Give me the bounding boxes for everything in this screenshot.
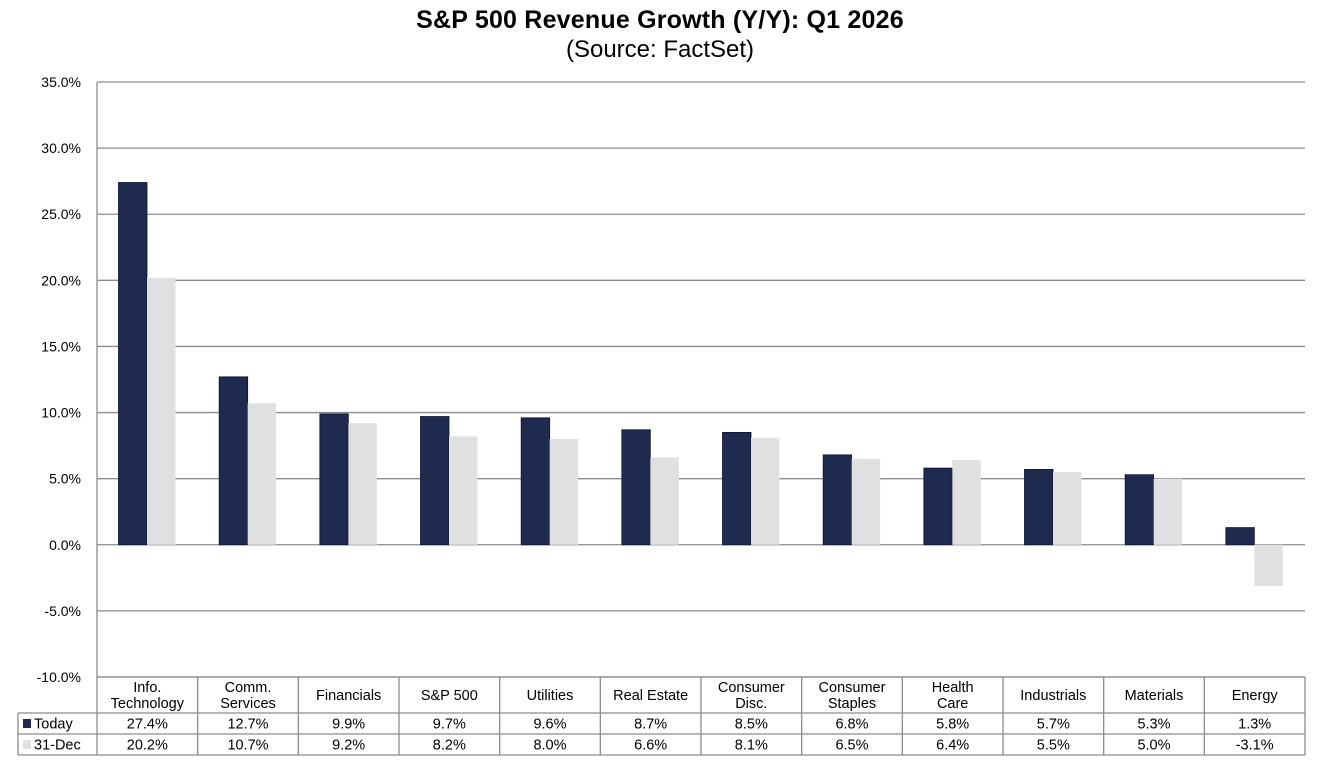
x-category-label: Utilities xyxy=(527,688,574,704)
data-label: 10.7% xyxy=(227,738,268,754)
data-label: 12.7% xyxy=(227,717,268,733)
data-label: 8.5% xyxy=(735,717,768,733)
data-label: 9.2% xyxy=(332,738,365,754)
data-label: 20.2% xyxy=(127,738,168,754)
bar-31-dec xyxy=(751,437,780,545)
x-category-label: Info. xyxy=(133,680,161,696)
data-label: 5.5% xyxy=(1037,738,1070,754)
y-tick-label: 0.0% xyxy=(49,537,81,553)
data-label: 6.8% xyxy=(835,717,868,733)
data-label: -3.1% xyxy=(1236,738,1274,754)
bar-today xyxy=(118,182,148,546)
x-category-label: Financials xyxy=(316,688,381,704)
y-tick-label: 10.0% xyxy=(41,405,81,421)
bar-today xyxy=(722,431,752,546)
bar-31-dec xyxy=(952,460,981,545)
x-category-label: Industrials xyxy=(1020,688,1086,704)
legend-label: Today xyxy=(34,717,73,733)
data-table: Info.Technology Comm.Services Financials S&… xyxy=(17,676,1306,756)
x-category-label: Staples xyxy=(828,696,876,712)
bar-31-dec xyxy=(1053,472,1082,545)
bar-31-dec xyxy=(650,457,679,545)
x-category-label: Health xyxy=(932,680,974,696)
bar-today xyxy=(420,416,450,546)
data-label: 9.7% xyxy=(433,717,466,733)
y-tick-label: 5.0% xyxy=(49,471,81,487)
data-label: 1.3% xyxy=(1238,717,1271,733)
x-category-label: S&P 500 xyxy=(421,688,478,704)
data-label: 8.7% xyxy=(634,717,667,733)
data-label: 5.3% xyxy=(1137,717,1170,733)
x-category-label: Real Estate xyxy=(613,688,688,704)
bar-today xyxy=(621,429,651,546)
gridlines xyxy=(97,81,1305,678)
bar-today xyxy=(218,376,249,546)
data-label: 27.4% xyxy=(127,717,168,733)
bar-31-dec xyxy=(549,439,579,545)
data-label: 8.2% xyxy=(433,738,466,754)
bar-today xyxy=(1225,527,1255,546)
y-tick-label: 35.0% xyxy=(41,74,81,90)
x-category-label: Consumer xyxy=(718,680,785,696)
bar-today xyxy=(923,467,953,546)
data-label: 8.0% xyxy=(533,738,566,754)
data-label: 6.4% xyxy=(936,738,969,754)
y-tick-label: 15.0% xyxy=(41,338,81,354)
x-category-label: Materials xyxy=(1125,688,1184,704)
data-label: 8.1% xyxy=(735,738,768,754)
y-tick-label: 25.0% xyxy=(41,206,81,222)
x-category-label: Comm. xyxy=(225,680,272,696)
bars xyxy=(118,182,1283,586)
bar-31-dec xyxy=(348,423,377,545)
legend-key-today xyxy=(23,719,31,728)
x-category-label: Technology xyxy=(111,696,185,712)
bar-today xyxy=(1124,474,1155,546)
y-tick-label: -5.0% xyxy=(44,603,81,619)
bar-31-dec xyxy=(147,277,176,545)
x-category-label: Disc. xyxy=(735,696,767,712)
bar-31-dec xyxy=(247,403,277,545)
bar-today xyxy=(319,413,349,546)
bar-31-dec xyxy=(1153,478,1183,545)
bar-31-dec xyxy=(449,436,478,545)
x-category-label: Services xyxy=(220,696,276,712)
data-label: 9.9% xyxy=(332,717,365,733)
y-axis-ticks: 35.0% 30.0% 25.0% 20.0% 15.0% 10.0% 5.0% 0.0% -5… xyxy=(37,74,81,685)
legend-label: 31-Dec xyxy=(34,738,81,754)
bar-today xyxy=(822,454,853,546)
x-category-label: Energy xyxy=(1232,688,1279,704)
y-tick-label: -10.0% xyxy=(37,669,81,685)
bar-31-dec xyxy=(851,458,881,545)
data-label: 5.0% xyxy=(1137,738,1170,754)
chart-subtitle: (Source: FactSet) xyxy=(565,36,755,63)
legend-key-31-dec xyxy=(23,740,31,749)
chart-title: S&P 500 Revenue Growth (Y/Y): Q1 2026 xyxy=(416,6,904,34)
bar-today xyxy=(520,417,551,546)
x-category-label: Consumer xyxy=(819,680,886,696)
y-tick-label: 30.0% xyxy=(41,140,81,156)
x-category-label: Care xyxy=(937,696,968,712)
data-label: 5.8% xyxy=(936,717,969,733)
y-tick-label: 20.0% xyxy=(41,272,81,288)
bar-31-dec xyxy=(1254,544,1283,586)
data-label: 5.7% xyxy=(1037,717,1070,733)
bar-today xyxy=(1024,469,1054,546)
data-label: 6.6% xyxy=(634,738,667,754)
data-label: 6.5% xyxy=(835,738,868,754)
data-label: 9.6% xyxy=(533,717,566,733)
